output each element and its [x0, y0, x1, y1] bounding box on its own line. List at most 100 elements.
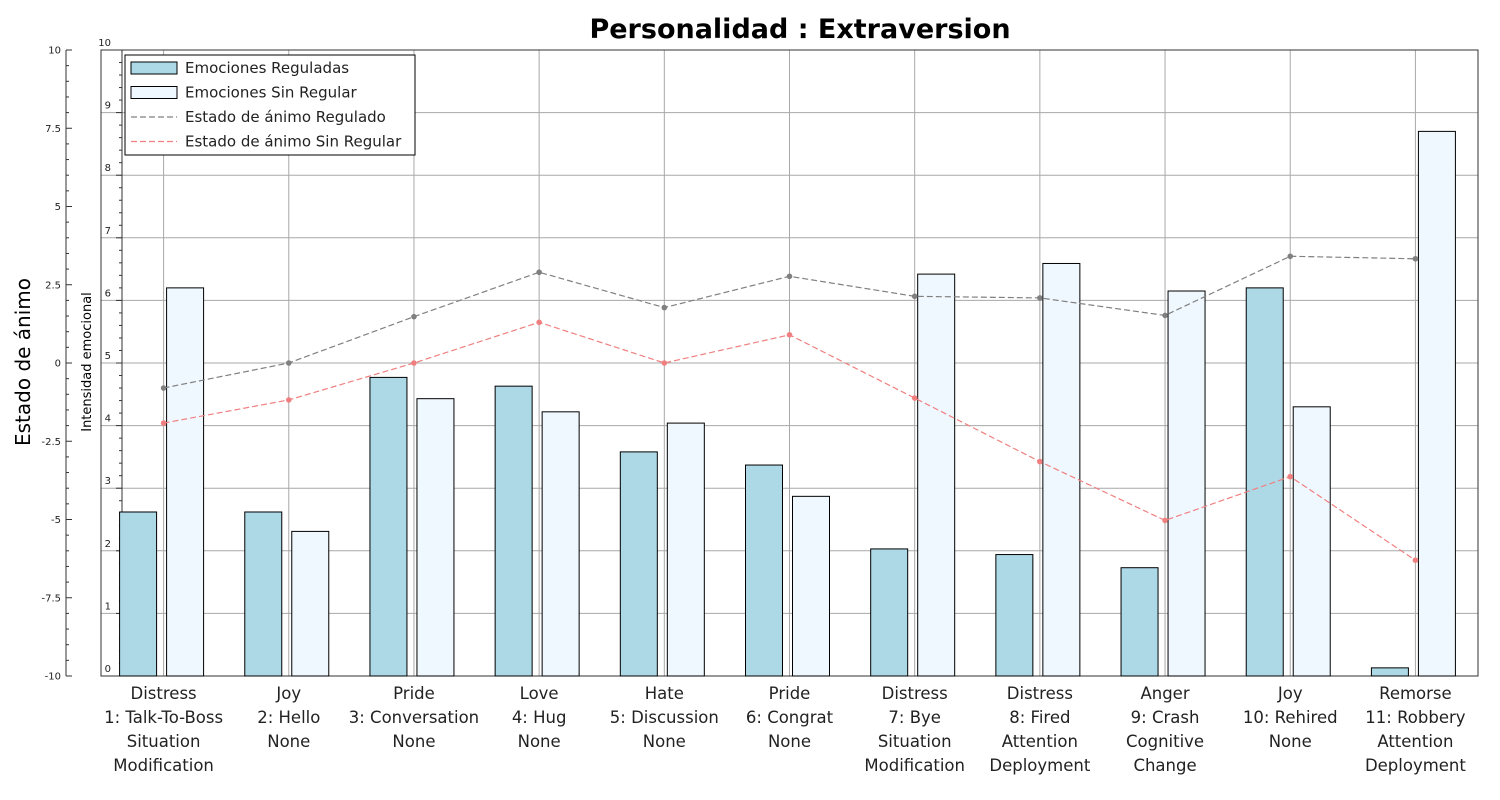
mood-point-regulated — [661, 304, 668, 311]
intensity-tick-label: 3 — [105, 476, 111, 487]
mood-point-regulated — [536, 269, 542, 276]
legend-swatch — [130, 86, 178, 99]
mood-point-unregulated — [911, 395, 918, 401]
mood-axis: 10 7.5 5 2.5 0 -2.5 -5 -7.5 -10 — [41, 46, 72, 683]
bar-unregulated — [792, 495, 830, 677]
category-label: Hate — [645, 684, 684, 703]
bars-layer — [119, 130, 1456, 677]
mood-point-regulated — [285, 360, 292, 366]
bar-unregulated — [291, 530, 330, 677]
bar-regulated — [1120, 567, 1159, 677]
mood-point-regulated — [1037, 295, 1043, 301]
bar-regulated — [1245, 287, 1284, 677]
category-label: Love — [520, 684, 559, 703]
category-label: None — [518, 732, 561, 751]
mood-point-unregulated — [1162, 517, 1168, 524]
category-label: Attention — [1002, 732, 1078, 751]
mood-tick-label: 0 — [55, 359, 61, 370]
bar-unregulated — [1042, 262, 1081, 677]
bar-unregulated — [1167, 290, 1206, 677]
mood-point-regulated — [911, 293, 918, 300]
category-label: Distress — [1007, 684, 1073, 703]
mood-point-regulated — [411, 313, 417, 320]
lines-layer — [160, 253, 1419, 563]
bar-regulated — [870, 548, 909, 677]
intensity-tick-label: 10 — [98, 38, 111, 49]
bar-unregulated — [166, 287, 205, 677]
mood-point-regulated — [1162, 312, 1168, 319]
bar-regulated — [119, 511, 158, 677]
legend-item-unregulated-emotions: Emociones Sin Regular — [185, 84, 358, 102]
category-label: 4: Hug — [512, 708, 567, 727]
legend-item-unregulated-mood: Estado de ánimo Sin Regular — [185, 133, 402, 151]
mood-tick-label: 5 — [55, 202, 61, 213]
mood-point-unregulated — [1037, 458, 1043, 465]
category-label: None — [768, 732, 811, 751]
category-label: Distress — [882, 684, 948, 703]
mood-point-unregulated — [160, 420, 167, 426]
legend-item-regulated-emotions: Emociones Reguladas — [185, 59, 349, 77]
bar-unregulated — [917, 273, 956, 677]
intensity-axis-title: Intensidad emocional — [80, 292, 95, 432]
chart-legend: Emociones Reguladas Emociones Sin Regular… — [124, 54, 416, 156]
bar-regulated — [995, 554, 1034, 677]
category-label: 2: Hello — [257, 708, 320, 727]
mood-point-regulated — [1287, 253, 1294, 260]
category-label: 7: Bye — [888, 708, 941, 727]
category-label: Deployment — [989, 756, 1090, 775]
category-label: Pride — [393, 684, 435, 703]
intensity-tick-label: 1 — [105, 601, 111, 612]
category-label: 5: Discussion — [610, 708, 719, 727]
bar-regulated — [1370, 667, 1409, 677]
category-label: Pride — [769, 684, 811, 703]
mood-tick-label: -2.5 — [41, 437, 61, 448]
bar-unregulated — [541, 411, 580, 677]
intensity-tick-label: 5 — [105, 351, 111, 362]
category-label: 8: Fired — [1009, 708, 1070, 727]
chart-title: Personalidad : Extraversion — [589, 14, 1010, 45]
category-labels: Distress 1: Talk-To-Boss Situation Modifica… — [104, 684, 1466, 775]
bar-regulated — [745, 464, 783, 677]
mood-tick-label: 7.5 — [45, 124, 61, 135]
mood-point-unregulated — [285, 397, 292, 403]
mood-tick-label: -7.5 — [41, 593, 61, 604]
mood-tick-label: -10 — [45, 672, 61, 683]
mood-point-unregulated — [411, 360, 417, 366]
category-label: Cognitive — [1126, 732, 1204, 751]
category-label: Situation — [127, 732, 201, 751]
intensity-tick-label: 4 — [105, 414, 111, 425]
mood-point-unregulated — [536, 319, 542, 326]
category-label: None — [1269, 732, 1312, 751]
bar-regulated — [244, 511, 283, 677]
bar-regulated — [494, 385, 533, 677]
category-label: Attention — [1377, 732, 1453, 751]
category-label: Modification — [864, 756, 965, 775]
category-label: Change — [1133, 756, 1196, 775]
category-label: 1: Talk-To-Boss — [104, 708, 223, 727]
intensity-tick-label: 7 — [105, 226, 111, 237]
legend-swatch — [130, 61, 178, 75]
mood-point-unregulated — [1412, 557, 1419, 563]
category-label: Remorse — [1379, 684, 1452, 703]
mood-point-regulated — [786, 273, 793, 280]
mood-tick-label: 2.5 — [45, 280, 61, 291]
category-label: None — [643, 732, 686, 751]
category-label: Joy — [1277, 684, 1303, 703]
category-label: 6: Congrat — [746, 708, 834, 727]
mood-point-unregulated — [661, 360, 668, 366]
mood-point-regulated — [160, 385, 167, 391]
plot-area-border — [100, 49, 1479, 677]
category-label: None — [267, 732, 310, 751]
category-label: Deployment — [1365, 756, 1466, 775]
mood-tick-label: -5 — [51, 515, 61, 526]
mood-point-unregulated — [1287, 473, 1294, 480]
intensity-tick-label: 2 — [105, 539, 111, 550]
bar-unregulated — [416, 398, 455, 677]
bar-regulated — [369, 376, 408, 677]
category-label: 3: Conversation — [349, 708, 479, 727]
category-label: Anger — [1140, 684, 1189, 703]
bar-regulated — [619, 451, 658, 677]
mood-tick-label: 10 — [48, 46, 61, 57]
category-label: Joy — [275, 684, 301, 703]
intensity-tick-label: 9 — [105, 101, 111, 112]
